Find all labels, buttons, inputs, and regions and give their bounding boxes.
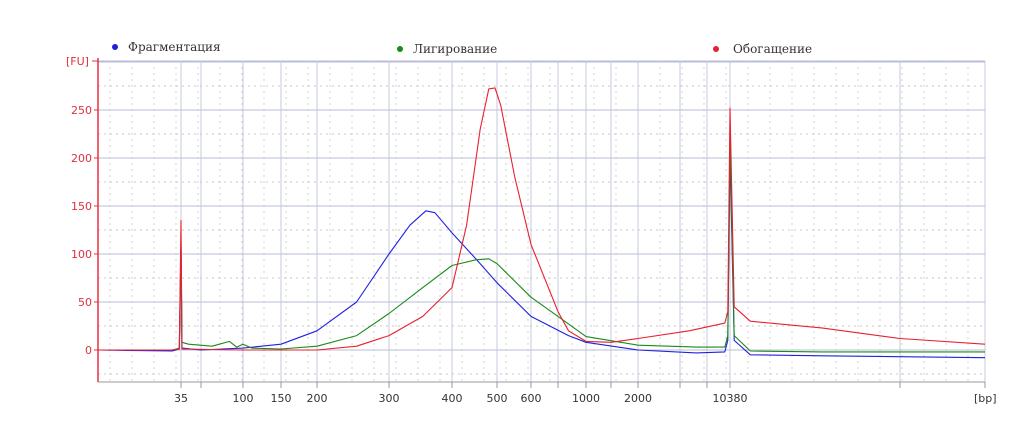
x-tick-label: 100 — [233, 392, 254, 405]
legend-marker-fragmentation — [112, 44, 118, 50]
y-tick-label: 50 — [78, 296, 92, 309]
series-line-fragmentation — [97, 152, 986, 359]
series-line-ligation — [98, 138, 985, 353]
y-tick-label: 0 — [85, 344, 92, 357]
legend-marker-enrichment — [713, 46, 719, 52]
legend-label-enrichment: Обогащение — [733, 42, 812, 56]
x-tick-label: 35 — [174, 392, 188, 405]
x-tick-label: 500 — [487, 392, 508, 405]
grid — [98, 60, 986, 388]
x-tick-label: 200 — [307, 392, 328, 405]
y-tick-label: 250 — [71, 104, 92, 117]
legend-label-fragmentation: Фрагментация — [128, 40, 221, 54]
x-tick-label: 1000 — [572, 392, 600, 405]
x-tick-label: 10380 — [713, 392, 748, 405]
x-tick-label: 400 — [442, 392, 463, 405]
legend-label-ligation: Лигирование — [413, 42, 497, 56]
legend-marker-ligation — [397, 46, 403, 52]
y-tick-label: 150 — [71, 200, 92, 213]
x-tick-label: 300 — [379, 392, 400, 405]
x-tick-label: 150 — [271, 392, 292, 405]
legend: Фрагментация Лигирование Обогащение — [112, 40, 812, 56]
y-tick-label: 100 — [71, 248, 92, 261]
x-axis-label: [bp] — [974, 392, 997, 405]
x-tick-label: 600 — [521, 392, 542, 405]
axes: [FU] [bp] — [66, 55, 997, 405]
x-tick-label: 2000 — [624, 392, 652, 405]
y-tick-label: 200 — [71, 152, 92, 165]
series-line-enrichment — [98, 87, 986, 351]
y-axis-label: [FU] — [66, 55, 89, 68]
